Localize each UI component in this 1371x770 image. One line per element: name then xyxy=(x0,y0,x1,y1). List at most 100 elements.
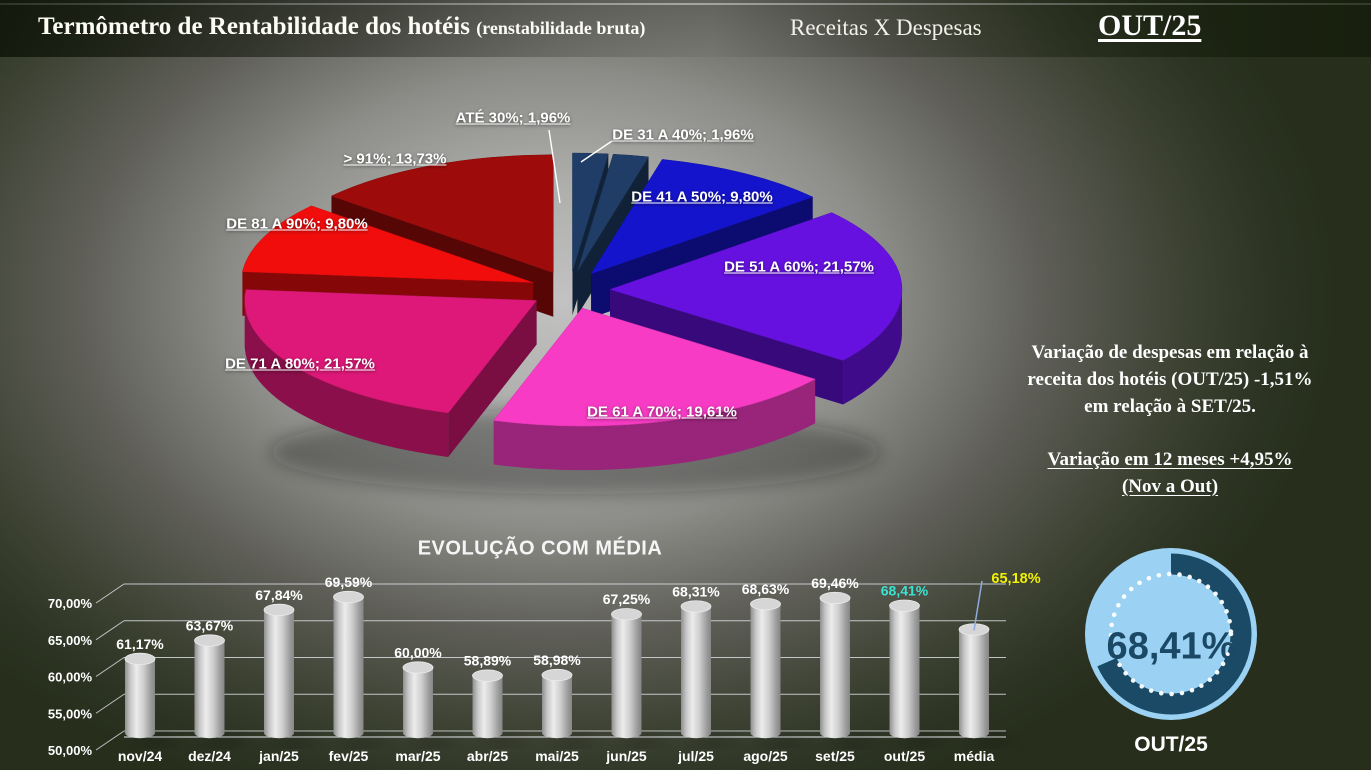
bar-top xyxy=(680,600,712,613)
pie-slice-top xyxy=(493,307,816,427)
pie-slice-label: DE 31 A 40%; 1,96% xyxy=(612,126,754,144)
x-axis-category: ago/25 xyxy=(743,748,788,764)
bar-top xyxy=(541,668,573,682)
gauge-ring-arc xyxy=(1097,553,1252,715)
bar-value-label: 67,84% xyxy=(255,587,303,603)
bar-cylinder xyxy=(333,590,387,745)
gauge-value-label: 68,41% xyxy=(1106,625,1236,668)
variation-note-line: receita dos hotéis (OUT/25) -1,51% xyxy=(1027,368,1313,390)
bar-value-label-media: 65,18% xyxy=(991,571,1040,587)
gridline-tick xyxy=(95,583,125,604)
bar-cylinder xyxy=(194,634,248,745)
bar-body xyxy=(750,604,781,733)
pie-slice-top xyxy=(577,153,649,272)
x-axis-category: jan/25 xyxy=(258,748,299,764)
pie-slice-label: ATÉ 30%; 1,96% xyxy=(455,109,571,127)
bar-body xyxy=(611,614,642,733)
bar-body xyxy=(889,605,920,733)
pie-slice-side xyxy=(493,379,816,471)
pie-slice-label: > 91%; 13,73% xyxy=(343,150,447,168)
bar-value-label: 63,67% xyxy=(186,618,234,634)
variation-note-text: Variação de despesas em relação à receit… xyxy=(1002,340,1338,421)
bar-body xyxy=(959,629,989,733)
x-axis-category: jul/25 xyxy=(677,748,714,764)
gridline-tick xyxy=(95,730,125,751)
pie-slice-top xyxy=(590,159,814,275)
bar-value-label: 68,63% xyxy=(742,581,790,597)
pie-slice-label: DE 51 A 60%; 21,57% xyxy=(724,258,874,276)
x-axis-category: abr/25 xyxy=(467,748,508,764)
header-bar: Termômetro de Rentabilidade dos hotéis (… xyxy=(0,0,1371,57)
y-axis-label: 50,00% xyxy=(48,743,93,758)
bar-cylinder xyxy=(472,669,526,745)
bar-body xyxy=(194,640,225,733)
bar-cylinder xyxy=(124,652,178,745)
page-title: Termômetro de Rentabilidade dos hotéis (… xyxy=(38,13,645,41)
bar-top xyxy=(194,634,225,647)
y-axis-label: 55,00% xyxy=(48,706,93,721)
bar-top xyxy=(819,591,851,605)
x-axis-category: mai/25 xyxy=(535,748,579,764)
x-axis-category: média xyxy=(954,748,995,764)
bar-value-label: 60,00% xyxy=(394,645,442,661)
bar-top xyxy=(402,661,434,674)
pie-slice-top xyxy=(609,212,903,361)
pie-slice-wall xyxy=(448,300,537,457)
bar-body xyxy=(472,675,503,733)
bar-top xyxy=(750,597,781,611)
slide-top-edge xyxy=(0,3,1371,5)
y-axis-label: 60,00% xyxy=(48,670,93,685)
bar-value-label: 61,17% xyxy=(116,636,164,652)
bar-cylinder xyxy=(750,597,804,745)
page-title-main: Termômetro de Rentabilidade dos hotéis xyxy=(38,13,470,40)
x-axis-category: dez/24 xyxy=(188,748,231,764)
bar-cylinder xyxy=(402,661,456,745)
x-axis-category: jun/25 xyxy=(605,748,647,764)
bar-body xyxy=(333,597,364,733)
y-axis-label: 65,00% xyxy=(48,633,93,648)
bar-cylinder xyxy=(889,599,943,745)
variation-12m-line: Variação em 12 meses +4,95% xyxy=(1047,448,1293,470)
bar-body xyxy=(264,609,294,733)
x-axis-category: out/25 xyxy=(884,748,925,764)
media-callout-line xyxy=(973,580,983,631)
variation-note-line: Variação de despesas em relação à xyxy=(1031,342,1309,363)
pie-slice-label: DE 61 A 70%; 19,61% xyxy=(587,403,737,421)
bar-cylinder xyxy=(680,600,734,745)
bar-top xyxy=(333,590,364,604)
pie-slice-top xyxy=(242,205,534,283)
pie-slice-side xyxy=(244,300,449,457)
bar-top xyxy=(611,608,642,621)
pie-slice-label: DE 41 A 50%; 9,80% xyxy=(631,188,773,206)
gauge-dotted-ring xyxy=(1108,571,1234,697)
bar-value-label: 68,41% xyxy=(881,583,929,599)
x-axis-category: mar/25 xyxy=(395,748,440,764)
bar-body xyxy=(681,606,711,733)
header-period-badge: OUT/25 xyxy=(1098,9,1202,42)
bar-gridlines: 50,00% 55,00% 60,00% 65,00% 70,00% xyxy=(48,583,1006,758)
variation-note: Variação de despesas em relação à receit… xyxy=(1002,340,1338,501)
gridline-tick xyxy=(95,693,125,714)
bar-chart: 50,00% 55,00% 60,00% 65,00% 70,00% nov/24 61,1… xyxy=(48,571,1041,764)
pie-slice-top xyxy=(244,289,538,414)
bar-cylinder xyxy=(819,591,873,745)
bar-chart-title: EVOLUÇÃO COM MÉDIA xyxy=(417,537,663,560)
gridline-tick xyxy=(95,620,125,641)
x-axis-category: nov/24 xyxy=(118,748,163,764)
bar-body xyxy=(125,658,155,733)
bar-value-label: 58,89% xyxy=(464,653,512,669)
pie-leader-line xyxy=(548,129,561,204)
bar-top xyxy=(263,603,295,616)
pie-slice xyxy=(493,307,816,471)
x-axis-category: fev/25 xyxy=(329,748,369,764)
bar-value-label: 67,25% xyxy=(603,591,651,607)
pie-leader-line xyxy=(580,140,613,163)
pie-slice-label: DE 71 A 80%; 21,57% xyxy=(225,355,375,373)
bar-cylinder xyxy=(541,668,595,745)
variation-12m-line: (Nov a Out) xyxy=(1121,475,1219,497)
header-subtitle: Receitas X Despesas xyxy=(790,15,982,40)
bar-body xyxy=(820,597,850,733)
bar-cylinder xyxy=(958,623,1012,745)
pie-slice-label: DE 81 A 90%; 9,80% xyxy=(226,215,368,233)
